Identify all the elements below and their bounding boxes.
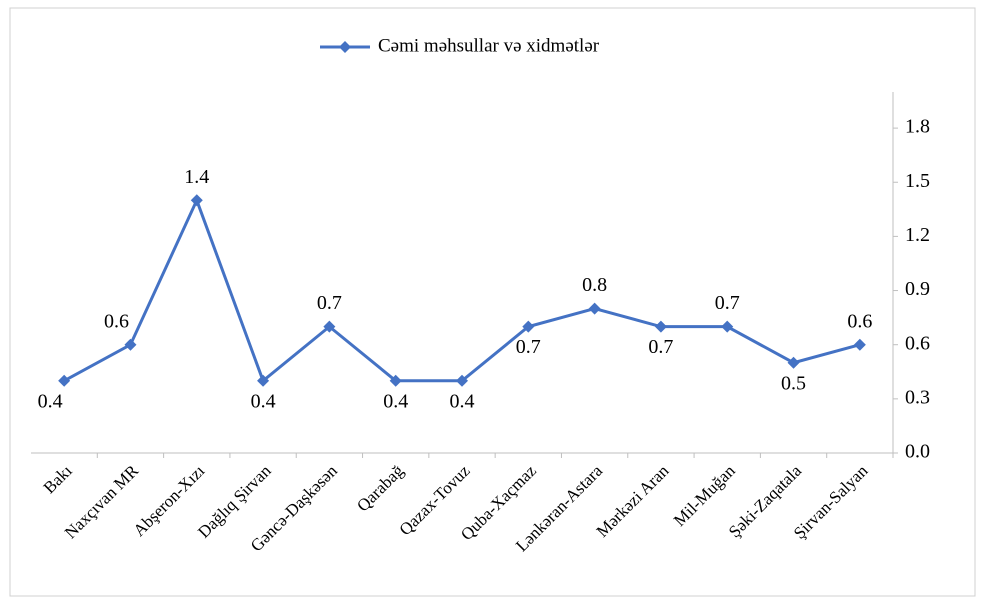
y-tick-label: 0.9 [905,278,930,300]
y-tick-label: 1.8 [905,116,930,138]
marker [853,338,866,351]
data-label: 0.6 [104,310,129,332]
data-label: 0.8 [582,274,607,296]
data-label: 0.5 [781,372,806,394]
marker [588,302,601,315]
y-tick-label: 0.6 [905,332,930,354]
y-tick-label: 0.0 [905,441,930,463]
data-label: 0.4 [251,390,276,412]
data-label: 0.4 [38,390,63,412]
marker [654,320,667,333]
data-label: 0.4 [383,390,408,412]
data-label: 0.7 [715,292,740,314]
data-label: 0.7 [648,336,673,358]
marker [721,320,734,333]
marker [456,374,468,387]
legend-label: Cəmi məhsullar və xidmətlər [378,35,600,56]
marker [58,374,71,387]
marker [323,320,336,333]
y-tick-label: 0.3 [905,386,930,408]
data-label: 0.6 [847,310,872,332]
y-tick-label: 1.5 [905,170,930,192]
marker [522,320,535,333]
marker [787,356,800,369]
marker [257,374,270,387]
marker [124,338,137,351]
data-label: 0.7 [516,336,541,358]
marker [190,194,203,207]
marker [389,374,402,387]
data-label: 0.7 [317,292,342,314]
y-tick-label: 1.2 [905,224,930,246]
legend-marker [339,41,351,53]
data-label: 1.4 [184,166,209,188]
chart-frame [9,7,976,597]
data-label: 0.4 [450,390,475,412]
